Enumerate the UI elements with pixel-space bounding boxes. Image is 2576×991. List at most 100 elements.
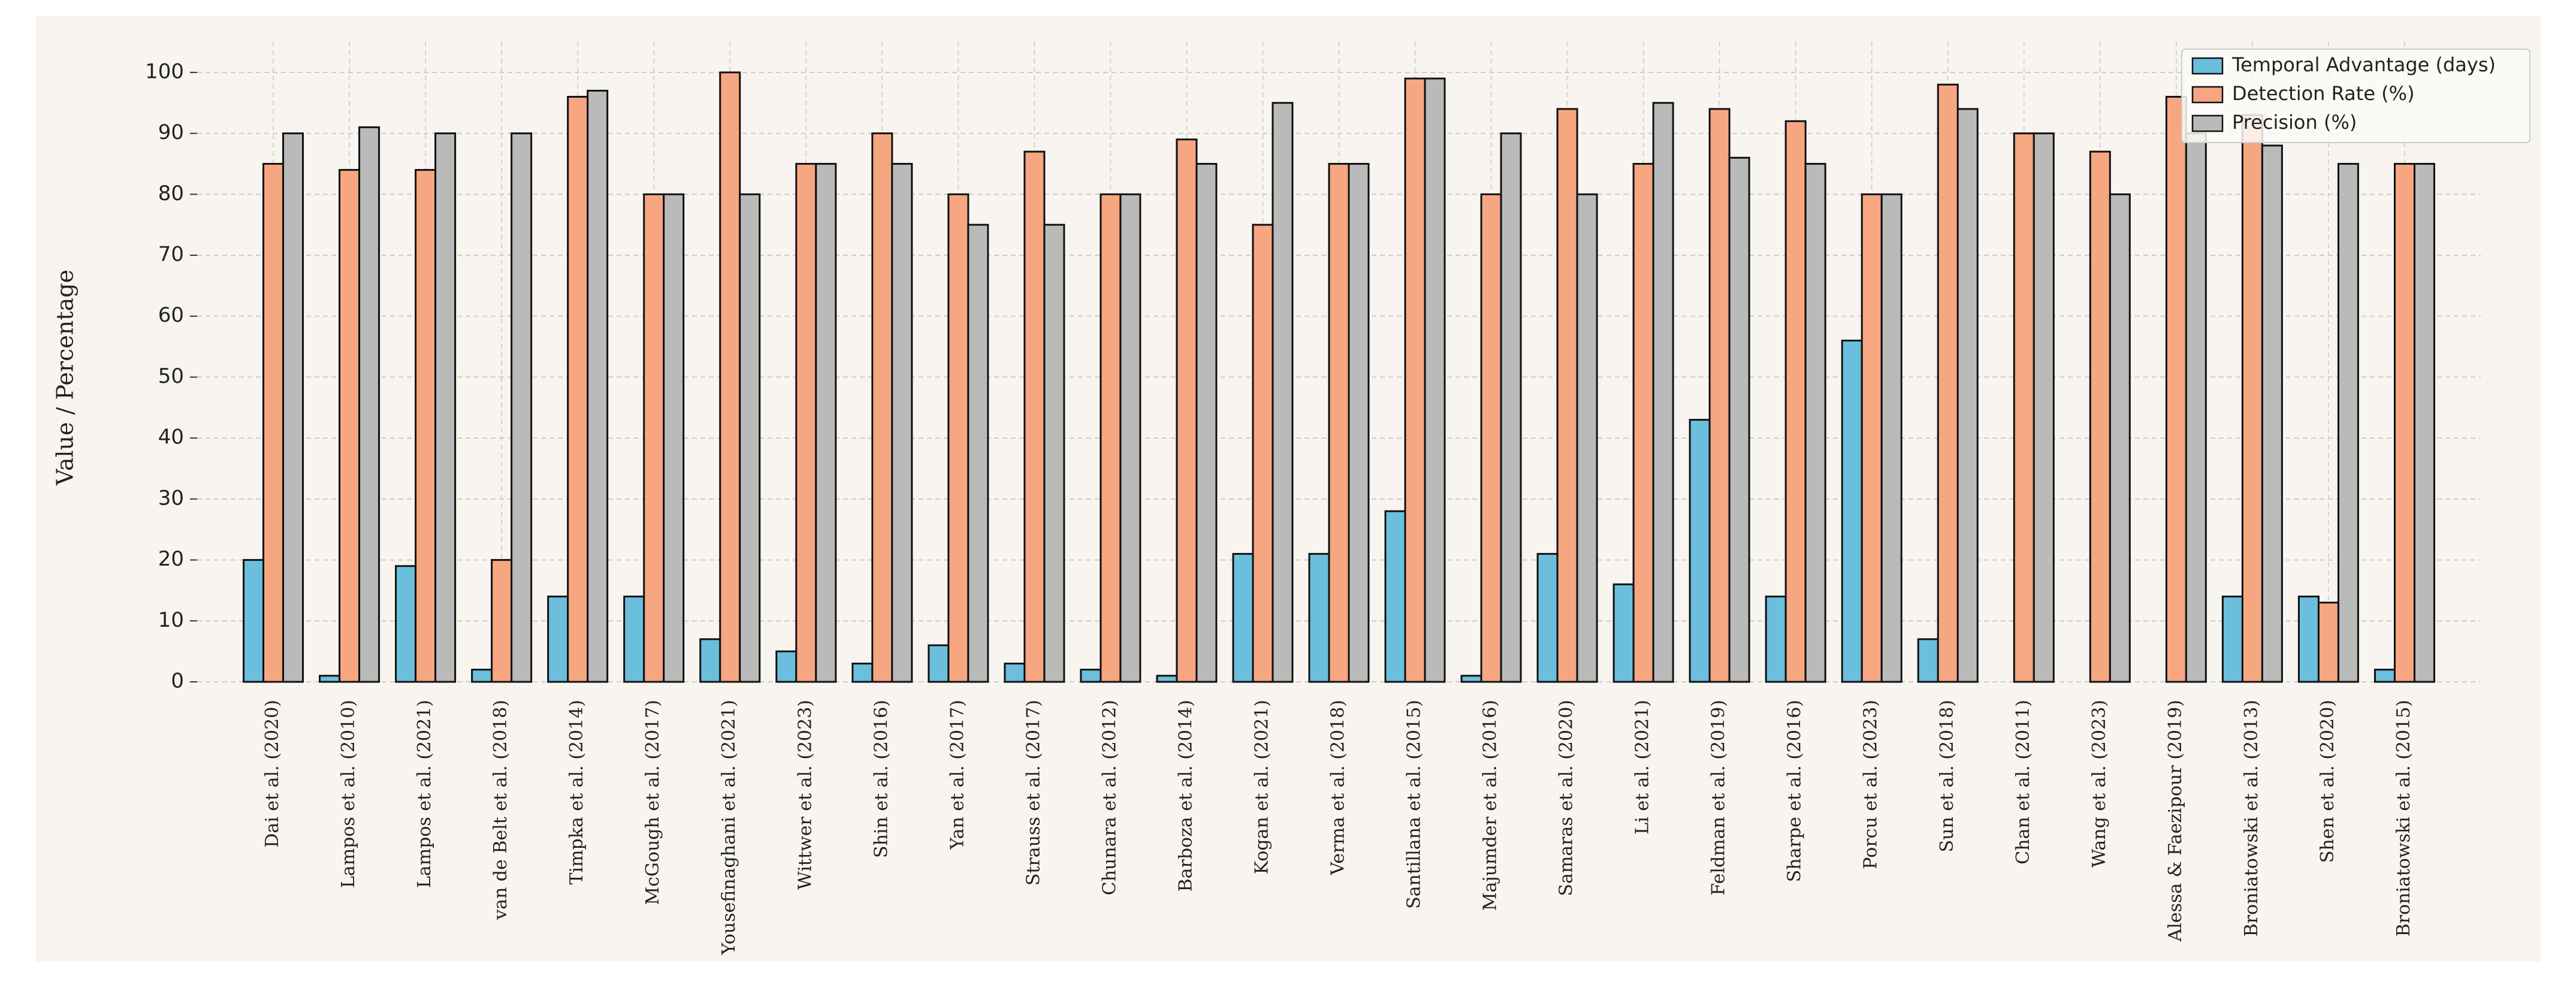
x-tick-label: Wittwer et al. (2023) — [795, 700, 816, 890]
bar — [567, 96, 589, 683]
bar — [434, 132, 457, 683]
bar — [1100, 193, 1122, 683]
bar — [1841, 339, 1863, 683]
legend-swatch — [2191, 86, 2224, 104]
bar — [2337, 162, 2359, 683]
bar — [2185, 132, 2207, 683]
bar — [1937, 83, 1959, 683]
bar — [1804, 162, 1826, 683]
bar — [1384, 510, 1406, 683]
bar — [1784, 120, 1807, 683]
x-tick-label: Broniatowski et al. (2015) — [2393, 700, 2414, 936]
x-tick-label: Lampos et al. (2021) — [414, 700, 435, 888]
y-tick-label: 20 — [158, 547, 184, 571]
bar — [1536, 552, 1559, 683]
bar — [1956, 108, 1979, 683]
bar — [1043, 223, 1065, 683]
y-tick-label: 100 — [145, 59, 184, 83]
x-tick-label: Porcu et al. (2023) — [1861, 700, 1882, 869]
x-tick-label: Lampos et al. (2010) — [338, 700, 359, 888]
bar — [2165, 96, 2187, 683]
bar — [491, 559, 513, 683]
bar — [2089, 150, 2111, 683]
bar — [1004, 662, 1026, 683]
x-tick-label: Kogan et al. (2021) — [1251, 700, 1272, 874]
y-tick-label: 0 — [171, 669, 184, 693]
bar — [967, 223, 989, 683]
bar — [2109, 193, 2131, 683]
bar — [1232, 552, 1254, 683]
bar — [2373, 669, 2396, 683]
bar — [1023, 150, 1046, 683]
x-tick-label: Shen et al. (2020) — [2317, 700, 2338, 863]
bar — [2393, 162, 2415, 683]
x-tick-label: Majumder et al. (2016) — [1480, 700, 1501, 911]
bar — [1861, 193, 1883, 683]
bar — [928, 644, 950, 683]
bar — [319, 675, 341, 683]
bar — [511, 132, 533, 683]
legend-swatch — [2191, 114, 2224, 132]
x-tick-label: Santillana et al. (2015) — [1404, 700, 1425, 909]
bar — [339, 169, 361, 683]
bar — [891, 162, 913, 683]
bar — [1708, 108, 1731, 683]
bar — [1080, 669, 1102, 683]
bar — [1576, 193, 1598, 683]
bar — [815, 162, 837, 683]
bar — [2013, 132, 2035, 683]
bar — [1328, 162, 1350, 683]
bar — [1728, 156, 1750, 683]
bar — [1652, 102, 1674, 683]
bar — [2221, 596, 2243, 683]
x-tick-label: Yousefinaghani et al. (2021) — [718, 700, 739, 955]
bar — [282, 132, 304, 683]
bar — [1176, 138, 1198, 683]
bar — [643, 193, 665, 683]
y-tick-label: 70 — [158, 243, 184, 267]
bar — [547, 596, 569, 683]
bar — [1765, 596, 1787, 683]
bar — [1195, 162, 1218, 683]
bar — [1689, 419, 1711, 683]
x-tick-label: McGough et al. (2017) — [642, 700, 663, 905]
legend-label: Temporal Advantage (days) — [2231, 53, 2496, 76]
bar — [871, 132, 893, 683]
x-tick-label: Chunara et al. (2012) — [1099, 700, 1120, 895]
x-tick-label: Wang et al. (2023) — [2089, 700, 2110, 868]
x-tick-label: Li et al. (2021) — [1632, 700, 1653, 835]
bar — [2413, 162, 2435, 683]
bar — [1500, 132, 1522, 683]
y-tick-label: 40 — [158, 425, 184, 449]
bar — [415, 169, 437, 683]
bar — [1556, 108, 1578, 683]
x-tick-label: Yan et al. (2017) — [947, 700, 968, 850]
bar — [1917, 638, 1939, 683]
x-tick-label: Broniatowski et al. (2013) — [2241, 700, 2262, 936]
bar — [1119, 193, 1141, 683]
bar — [1612, 583, 1635, 683]
x-tick-label: Samaras et al. (2020) — [1556, 700, 1577, 896]
x-tick-label: Timpka et al. (2014) — [566, 700, 587, 885]
x-tick-label: Alessa & Faezipour (2019) — [2165, 700, 2186, 942]
y-tick-label: 50 — [158, 364, 184, 388]
bar — [587, 89, 609, 683]
bar — [395, 565, 417, 683]
bar — [1480, 193, 1502, 683]
bar — [739, 193, 761, 683]
bar — [2261, 144, 2283, 683]
x-tick-label: Dai et al. (2020) — [262, 700, 283, 848]
bar — [262, 162, 285, 683]
y-tick-label: 30 — [158, 486, 184, 510]
bar — [1424, 77, 1446, 683]
bar — [1880, 193, 1902, 683]
bar — [471, 669, 493, 683]
bar — [947, 193, 970, 683]
y-axis-label: Value / Percentage — [52, 270, 78, 486]
x-tick-label: Chan et al. (2011) — [2013, 700, 2034, 865]
bar — [623, 596, 645, 683]
bar — [795, 162, 817, 683]
y-tick-label: 10 — [158, 608, 184, 632]
